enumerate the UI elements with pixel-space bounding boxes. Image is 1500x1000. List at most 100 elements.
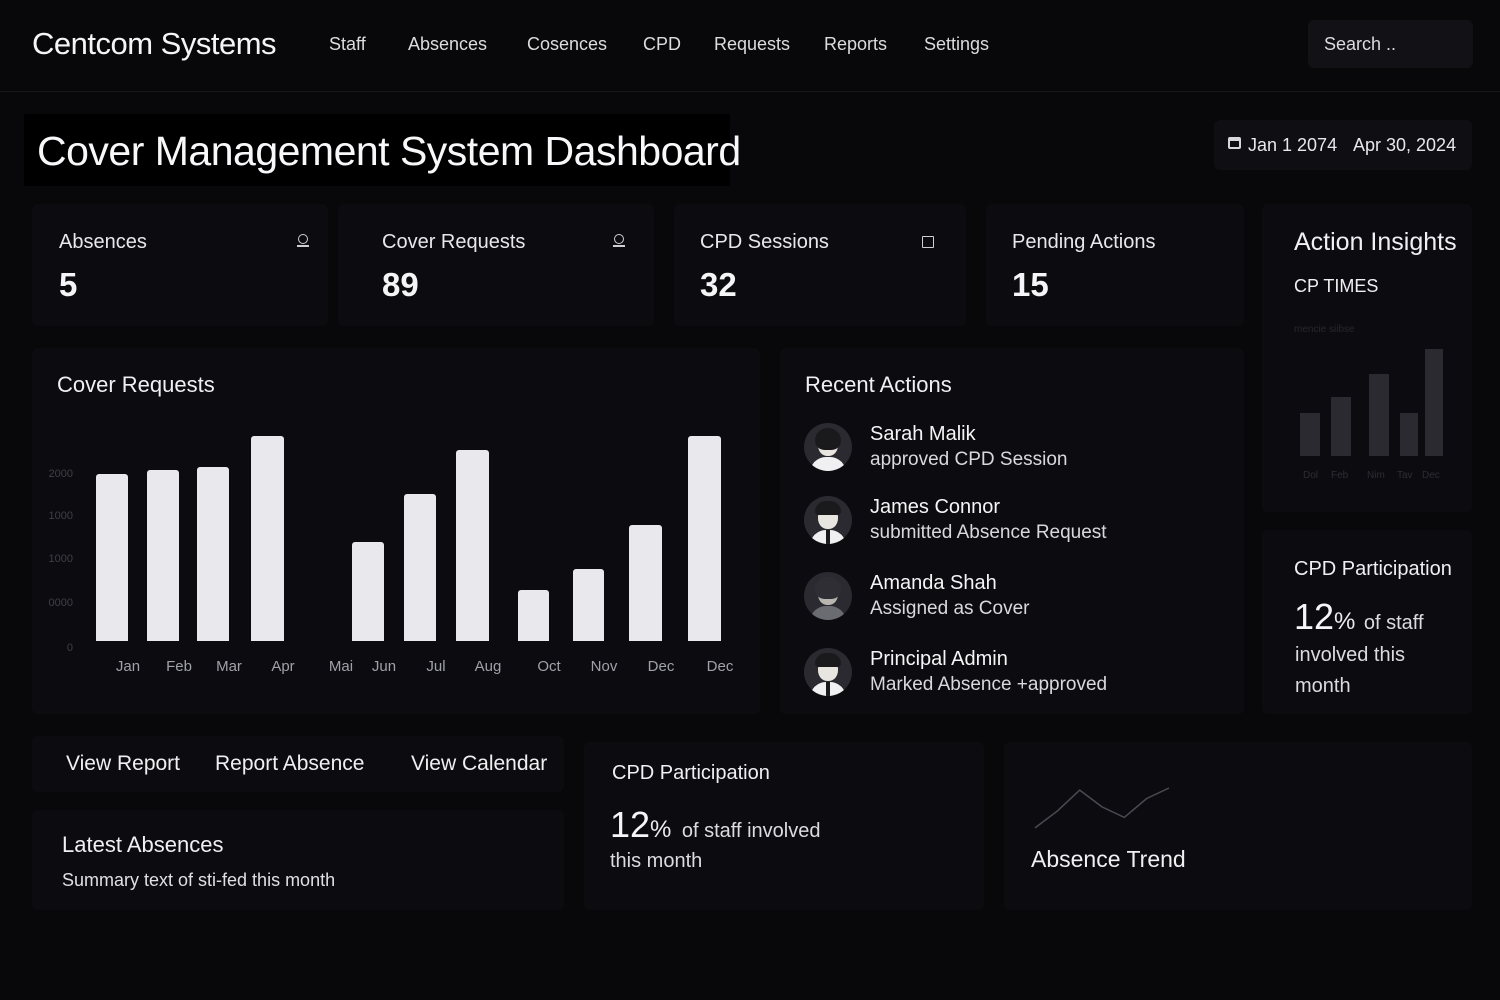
date-range-picker[interactable]: Jan 1 2074 Apr 30, 2024 xyxy=(1214,120,1472,170)
action-insights-card: Action Insights CP TIMES mencie siibse xyxy=(1262,204,1472,512)
stat-card-pending-actions[interactable]: Pending Actions 15 xyxy=(986,204,1244,326)
mini-chart-bar xyxy=(1400,413,1418,456)
x-axis-tick: Aug xyxy=(474,658,502,675)
chart-bar[interactable] xyxy=(404,494,436,641)
y-axis-tick: 0000 xyxy=(48,597,73,609)
x-axis-tick: Feb xyxy=(166,658,192,675)
mini-chart-bar xyxy=(1369,374,1389,456)
latest-absences-card[interactable]: Latest Absences Summary text of sti-fed … xyxy=(32,810,564,910)
nav-item-absences[interactable]: Absences xyxy=(408,34,488,54)
stat-value: 32 xyxy=(700,266,737,303)
x-axis-tick: Jan xyxy=(115,658,141,675)
stat-label: Absences xyxy=(59,231,147,253)
chart-bar[interactable] xyxy=(250,436,284,641)
action-insights-title: Action Insights xyxy=(1294,228,1457,256)
absence-trend-title: Absence Trend xyxy=(1031,846,1186,872)
nav-item-requests[interactable]: Requests xyxy=(714,34,791,54)
nav-item-cpd[interactable]: CPD xyxy=(643,34,682,54)
action-person-name: Principal Admin xyxy=(870,648,1008,670)
chart-bar[interactable] xyxy=(687,436,721,641)
x-axis-tick: Nov xyxy=(590,658,618,675)
stat-value: 89 xyxy=(382,266,419,303)
mini-chart-bar xyxy=(1425,349,1443,456)
chart-bar[interactable] xyxy=(352,542,384,641)
y-axis-tick: 1000 xyxy=(48,553,73,565)
date-range-end: Apr 30, 2024 xyxy=(1353,135,1457,155)
absence-trend-sparkline xyxy=(1034,787,1170,829)
y-axis-tick: 0 xyxy=(66,642,73,654)
calendar-icon xyxy=(1228,137,1241,149)
absence-trend-card[interactable]: Absence Trend xyxy=(1004,742,1472,910)
chart-bar[interactable] xyxy=(572,569,604,641)
nav-item-cosences[interactable]: Cosences xyxy=(527,34,608,54)
x-axis-tick: Mar xyxy=(216,658,242,675)
square-icon xyxy=(922,236,934,248)
action-description: submitted Absence Request xyxy=(870,522,1107,543)
mini-chart-tick: Dol xyxy=(1303,470,1319,481)
nav-item-reports[interactable]: Reports xyxy=(824,34,888,54)
y-axis-tick: 2000 xyxy=(48,468,73,480)
mini-chart-bar xyxy=(1300,413,1320,456)
stat-card-absences[interactable]: Absences 5 xyxy=(32,204,328,326)
cpd-side-line: involved this xyxy=(1295,644,1406,666)
avatar xyxy=(804,648,852,696)
avatar xyxy=(804,496,852,544)
y-axis-tick: 1000 xyxy=(48,510,73,522)
stat-label: CPD Sessions xyxy=(700,231,829,253)
nav-item-settings[interactable]: Settings xyxy=(924,34,990,54)
x-axis-tick: Jul xyxy=(426,658,446,675)
cpd-title: CPD Participation xyxy=(612,762,770,784)
chart-bar[interactable] xyxy=(455,450,489,641)
stat-value: 5 xyxy=(59,266,78,303)
recent-action-item[interactable]: Amanda Shah Assigned as Cover xyxy=(804,572,1244,632)
cpd-participation-card: CPD Participation 12% of staff involved … xyxy=(584,742,984,910)
chart-bar[interactable] xyxy=(197,467,229,641)
stat-card-cover-requests[interactable]: Cover Requests 89 xyxy=(338,204,654,326)
brand-logo-text[interactable]: Centcom Systems xyxy=(32,26,277,61)
recent-action-item[interactable]: James Connor submitted Absence Request xyxy=(804,496,1244,556)
cpd-side-title: CPD Participation xyxy=(1294,558,1452,580)
action-person-name: Sarah Malik xyxy=(870,423,976,445)
recent-action-item[interactable]: Sarah Malik approved CPD Session xyxy=(804,423,1244,483)
cpd-line: this month xyxy=(610,850,703,872)
recent-action-item[interactable]: Principal Admin Marked Absence +approved xyxy=(804,648,1244,708)
report-absence-button[interactable]: Report Absence xyxy=(215,752,365,775)
trend-line xyxy=(1034,787,1170,829)
chart-title: Cover Requests xyxy=(57,372,215,397)
stat-label: Pending Actions xyxy=(1012,231,1156,253)
chart-bar[interactable] xyxy=(96,474,128,641)
search-input[interactable] xyxy=(1308,20,1473,68)
recent-actions-card: Recent Actions Sarah Malik approved CPD … xyxy=(780,348,1244,714)
action-insights-subtitle: CP TIMES xyxy=(1294,276,1379,296)
mini-chart-tick: Dec xyxy=(1422,470,1440,481)
mini-chart-tick: Tav xyxy=(1397,470,1413,481)
user-icon xyxy=(297,234,309,248)
latest-absences-title: Latest Absences xyxy=(62,832,224,857)
chart-bar[interactable] xyxy=(147,470,179,641)
latest-absences-summary: Summary text of sti-fed this month xyxy=(62,870,336,890)
avatar xyxy=(804,572,852,620)
quick-actions-bar: View Report Report Absence View Calendar xyxy=(32,736,564,792)
x-axis-tick: Apr xyxy=(271,658,295,675)
stat-card-cpd-sessions[interactable]: CPD Sessions 32 xyxy=(674,204,966,326)
stat-label: Cover Requests xyxy=(382,231,526,253)
mini-chart-caption: mencie siibse xyxy=(1294,324,1355,335)
date-range-start: Jan 1 2074 xyxy=(1248,135,1338,155)
x-axis-tick: Dec xyxy=(647,658,675,675)
stat-value: 15 xyxy=(1012,266,1049,303)
user-icon xyxy=(613,234,625,248)
view-calendar-button[interactable]: View Calendar xyxy=(411,752,548,775)
x-axis-tick: Jun xyxy=(371,658,397,675)
nav-item-staff[interactable]: Staff xyxy=(329,34,366,54)
cpd-percentage: 12% of staff involved xyxy=(610,804,821,845)
view-report-button[interactable]: View Report xyxy=(66,752,181,775)
cover-requests-chart-card: Cover Requests 0 0000 1000 1000 2000 Jan Feb Ma… xyxy=(32,348,760,714)
mini-chart-tick: Nim xyxy=(1367,470,1385,481)
cpd-participation-side-card: CPD Participation 12% of staff involved … xyxy=(1262,530,1472,714)
recent-actions-title: Recent Actions xyxy=(805,372,952,397)
chart-bar[interactable] xyxy=(628,525,662,641)
avatar xyxy=(804,423,852,471)
x-axis-tick: Oct xyxy=(537,658,561,675)
chart-bar[interactable] xyxy=(517,590,549,641)
x-axis-tick: Mai xyxy=(328,658,354,675)
